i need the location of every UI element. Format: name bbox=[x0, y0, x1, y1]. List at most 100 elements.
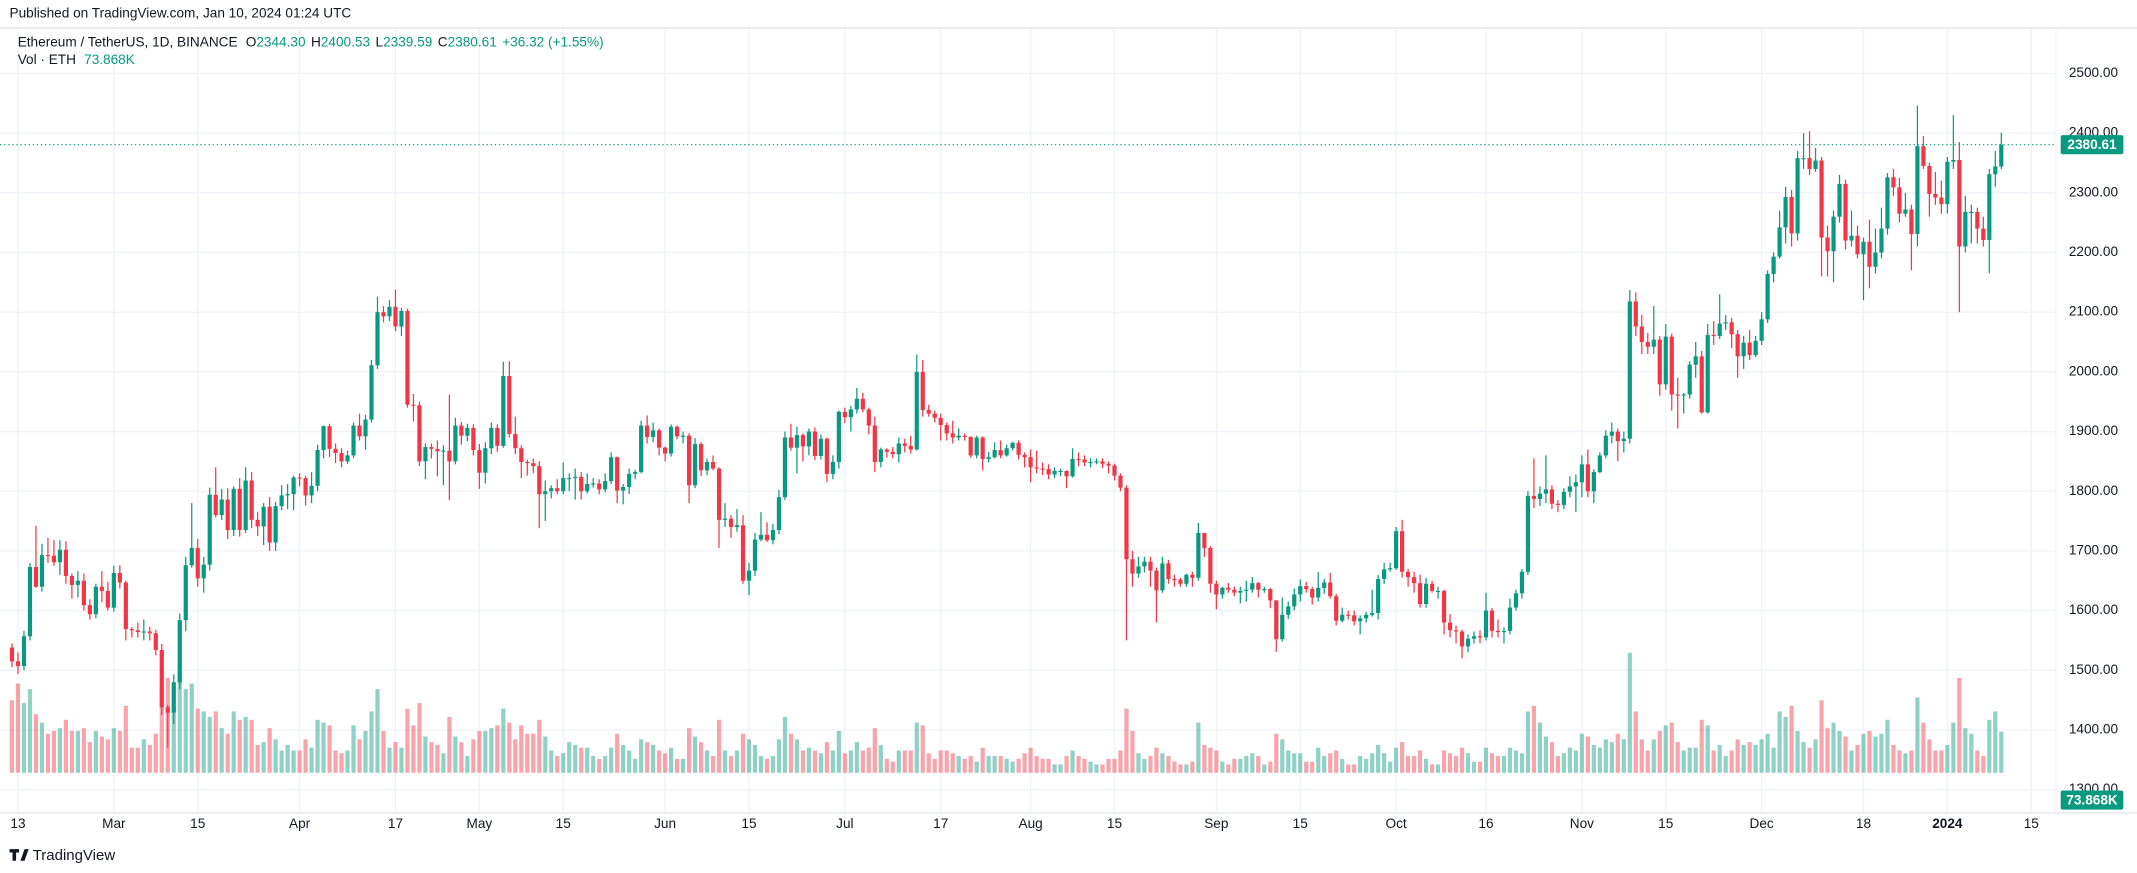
last-price-label: 2380.61 bbox=[2067, 137, 2117, 152]
candle-body bbox=[1423, 583, 1429, 605]
volume-bar bbox=[824, 742, 829, 773]
candle-body bbox=[1975, 211, 1980, 229]
y-tick-label: 2200.00 bbox=[2069, 244, 2119, 259]
y-tick-label: 1600.00 bbox=[2069, 602, 2119, 617]
volume-bar bbox=[69, 730, 75, 773]
x-tick-label: 15 bbox=[1107, 816, 1122, 831]
volume-bar bbox=[1993, 711, 1998, 773]
volume-bar bbox=[1256, 756, 1261, 773]
candle-body bbox=[1603, 435, 1608, 456]
candle-body bbox=[621, 487, 626, 491]
candle-body bbox=[657, 430, 662, 448]
candle-body bbox=[1525, 495, 1531, 572]
volume-bar bbox=[812, 750, 817, 773]
volume-bar bbox=[1292, 753, 1297, 773]
volume-bar bbox=[1046, 758, 1051, 773]
candle-body bbox=[1843, 183, 1848, 241]
volume-bar bbox=[345, 750, 350, 773]
volume-bar bbox=[1184, 764, 1189, 773]
y-tick-label: 2000.00 bbox=[2069, 363, 2119, 378]
volume-bar bbox=[1873, 736, 1878, 773]
candle-body bbox=[1501, 630, 1507, 633]
candle-body bbox=[153, 633, 158, 650]
volume-bar bbox=[788, 733, 794, 773]
volume-bar bbox=[770, 756, 776, 773]
candle-body bbox=[1717, 323, 1722, 337]
volume-bar bbox=[39, 722, 45, 773]
volume-bar bbox=[1411, 756, 1417, 773]
candle-body bbox=[1376, 578, 1381, 613]
volume-bar bbox=[1699, 719, 1704, 773]
candle-body bbox=[692, 444, 698, 486]
volume-bar bbox=[1855, 744, 1860, 773]
candle-body bbox=[1010, 442, 1015, 449]
candle-body bbox=[1220, 587, 1225, 595]
candle-body bbox=[1202, 532, 1207, 548]
candle-body bbox=[1837, 183, 1842, 217]
volume-bar bbox=[1729, 750, 1734, 773]
volume-bar bbox=[1939, 750, 1944, 773]
volume-bar bbox=[1819, 700, 1824, 773]
volume-bar bbox=[1657, 730, 1662, 773]
candle-body bbox=[1256, 583, 1261, 590]
low-label: L bbox=[376, 34, 384, 49]
candle-body bbox=[1190, 574, 1195, 578]
volume-bar bbox=[920, 725, 925, 773]
candle-body bbox=[1286, 606, 1291, 615]
candle-body bbox=[1340, 614, 1345, 621]
volume-bar bbox=[213, 711, 218, 773]
candle-body bbox=[225, 499, 230, 531]
high-value: 2400.53 bbox=[321, 34, 370, 49]
volume-bar bbox=[357, 739, 362, 773]
y-tick-label: 2100.00 bbox=[2069, 304, 2119, 319]
volume-bar bbox=[1040, 758, 1045, 773]
candle-body bbox=[998, 450, 1003, 456]
volume-bar bbox=[1232, 758, 1237, 773]
volume-bar bbox=[860, 750, 865, 773]
volume-title: Vol · ETH bbox=[18, 52, 76, 67]
candle-body bbox=[1441, 590, 1447, 623]
volume-bar bbox=[411, 725, 416, 773]
volume-bar bbox=[1759, 739, 1764, 773]
candle-body bbox=[1849, 235, 1854, 241]
volume-bar bbox=[1603, 739, 1608, 773]
candle-body bbox=[165, 707, 170, 713]
candle-body bbox=[1711, 334, 1716, 337]
candle-body bbox=[261, 506, 266, 527]
volume-bar bbox=[704, 750, 710, 773]
volume-bar bbox=[555, 756, 560, 773]
volume-bar bbox=[1555, 756, 1560, 773]
candle-body bbox=[267, 506, 272, 543]
candle-body bbox=[896, 443, 901, 455]
candle-body bbox=[806, 431, 812, 447]
candle-body bbox=[800, 435, 806, 447]
candle-body bbox=[573, 476, 578, 479]
candle-body bbox=[812, 431, 817, 456]
volume-bar bbox=[231, 711, 236, 773]
candle-body bbox=[1693, 356, 1698, 365]
candle-body bbox=[866, 409, 871, 426]
volume-bar bbox=[549, 750, 554, 773]
volume-bar bbox=[1172, 761, 1177, 773]
volume-bar bbox=[1705, 725, 1710, 773]
volume-bar bbox=[1459, 747, 1465, 773]
candle-body bbox=[1322, 582, 1327, 588]
candle-body bbox=[219, 499, 224, 516]
volume-bar bbox=[1471, 761, 1477, 773]
candle-body bbox=[387, 306, 392, 317]
candle-body bbox=[1172, 578, 1177, 581]
candle-body bbox=[1807, 158, 1812, 169]
volume-bar bbox=[1501, 756, 1507, 773]
volume-bar bbox=[980, 747, 985, 773]
volume-bar bbox=[459, 742, 464, 773]
candle-body bbox=[171, 682, 176, 713]
volume-bar bbox=[207, 717, 212, 773]
candle-body bbox=[860, 398, 865, 410]
candle-body bbox=[1921, 146, 1926, 166]
candle-body bbox=[1519, 571, 1525, 594]
volume-bar bbox=[1298, 753, 1303, 773]
candle-body bbox=[776, 497, 782, 531]
